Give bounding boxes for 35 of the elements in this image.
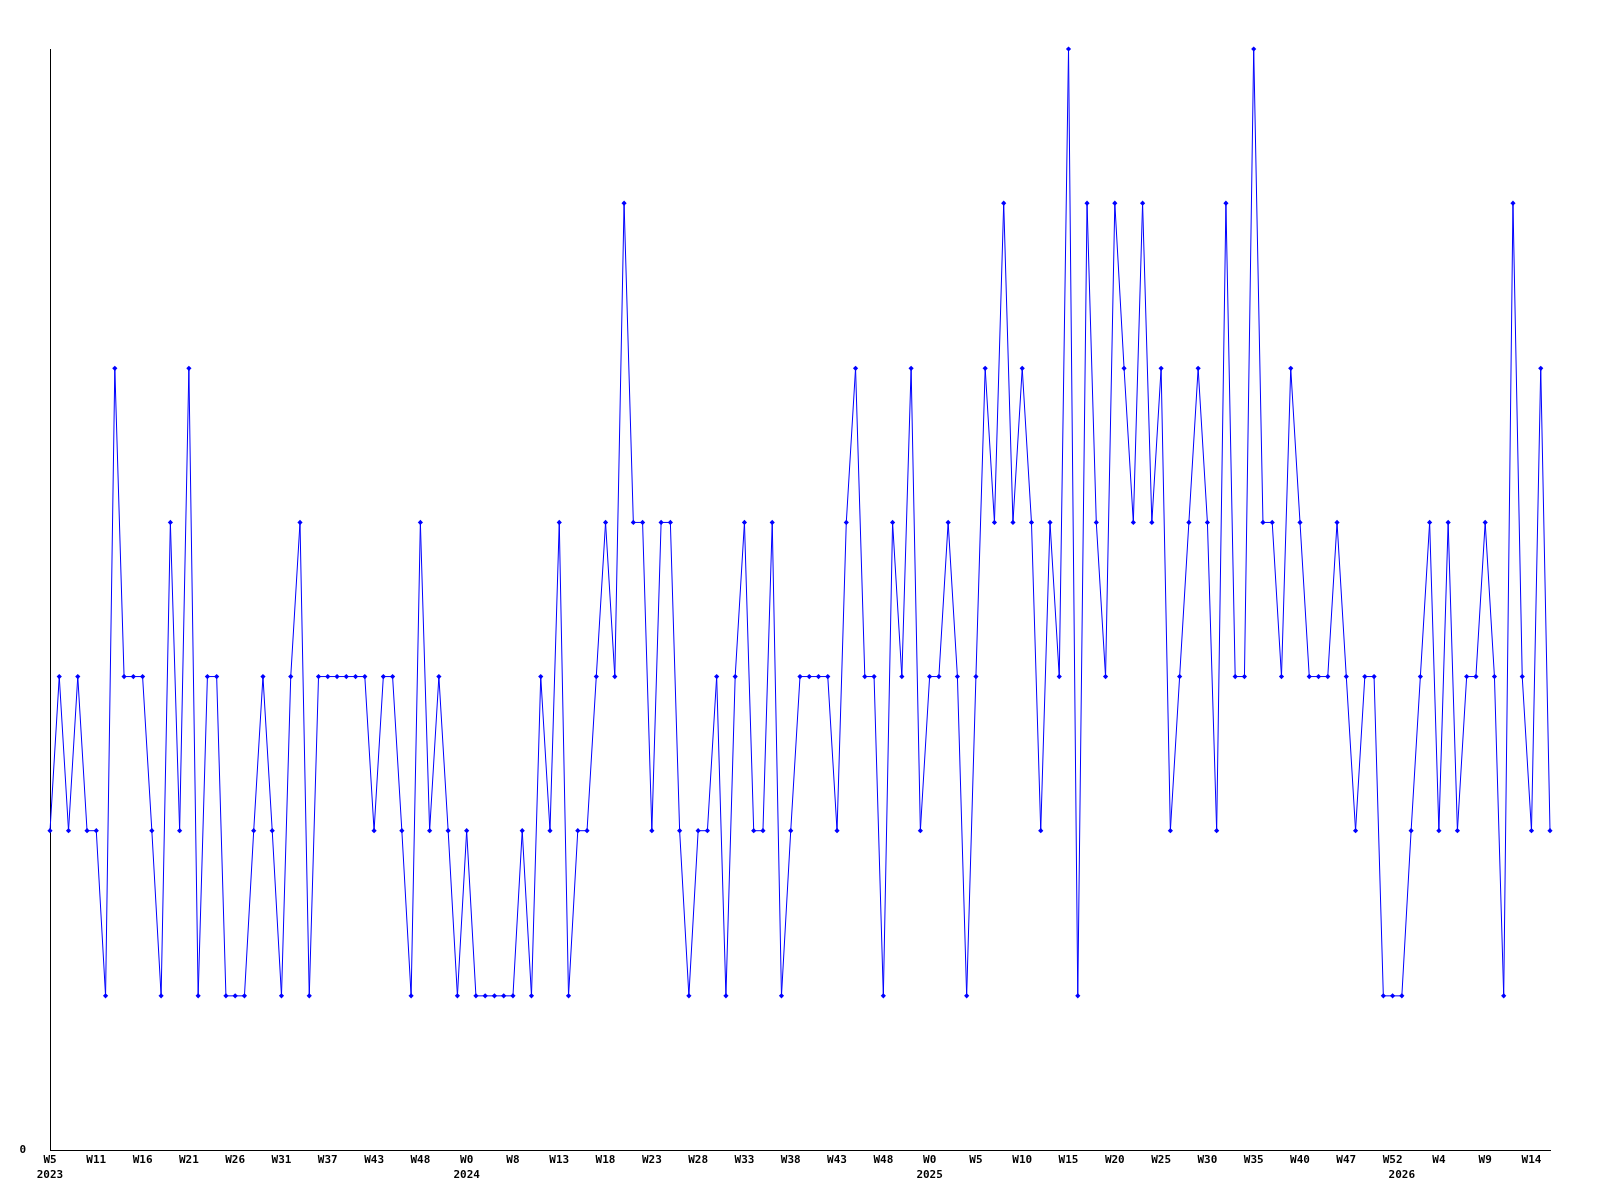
- x-tick-label: W31: [271, 1153, 292, 1167]
- x-tick-label: W21: [178, 1153, 200, 1167]
- x-tick-label: W48: [410, 1153, 431, 1167]
- x-tick-label: W5 2023: [36, 1153, 64, 1182]
- x-tick-label: W23: [641, 1153, 662, 1167]
- x-tick-label: W37: [317, 1153, 338, 1167]
- x-tick-label: W10: [1012, 1153, 1033, 1167]
- x-tick-label: W18: [595, 1153, 616, 1167]
- x-tick-label: W0 2025: [916, 1153, 943, 1182]
- x-tick-label: W26: [225, 1153, 246, 1167]
- x-tick-label: W20: [1104, 1153, 1125, 1167]
- x-tick-label: W4: [1432, 1153, 1446, 1167]
- x-tick-label: W33: [734, 1153, 755, 1167]
- x-tick-label: W30: [1197, 1153, 1218, 1167]
- x-tick-label: W47: [1336, 1153, 1357, 1167]
- x-tick-label: W38: [780, 1153, 801, 1167]
- x-tick-label: W48: [873, 1153, 894, 1167]
- x-tick-label: W11: [86, 1153, 107, 1167]
- x-tick-label: W52: [1382, 1153, 1403, 1167]
- x-tick-label: W15: [1058, 1153, 1079, 1167]
- x-tick-label: W8: [506, 1153, 520, 1167]
- x-tick-label: W35: [1243, 1153, 1264, 1167]
- x-tick-label: W14: [1521, 1153, 1542, 1167]
- x-tick-label: W16: [132, 1153, 153, 1167]
- x-tick-label: W5: [969, 1153, 983, 1167]
- x-tick-label: 2026: [1388, 1168, 1416, 1182]
- text: 0: [19, 1142, 26, 1156]
- x-tick-label: W9: [1478, 1153, 1492, 1167]
- x-tick-label: W0 2024: [453, 1153, 481, 1182]
- x-tick-label: W13: [549, 1153, 570, 1167]
- x-tick-label: W28: [688, 1153, 709, 1167]
- x-tick-label: W43: [827, 1153, 847, 1167]
- x-tick-label: W25: [1151, 1153, 1172, 1167]
- x-tick-label: W43: [364, 1153, 385, 1167]
- x-tick-label: W40: [1290, 1153, 1310, 1167]
